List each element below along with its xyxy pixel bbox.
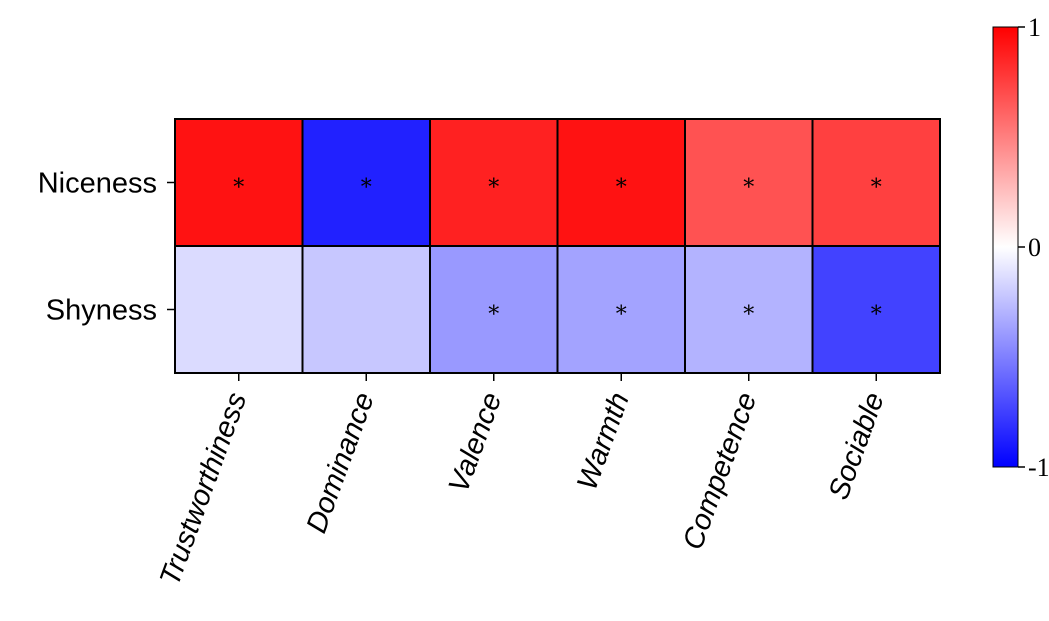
significance-star: *	[871, 303, 882, 328]
significance-star: *	[871, 176, 882, 201]
significance-star: *	[743, 303, 754, 328]
heatmap-cell	[174, 118, 304, 247]
heatmap-cell	[811, 118, 941, 247]
significance-star: *	[488, 176, 499, 201]
column-label: Sociable	[823, 388, 891, 503]
heatmap-cell	[556, 245, 686, 374]
row-label: Shyness	[46, 295, 157, 327]
heatmap-cell	[556, 118, 686, 247]
colorbar-gradient	[992, 26, 1019, 468]
colorbar-tick-label: 1	[1028, 13, 1041, 42]
significance-star: *	[488, 303, 499, 328]
significance-markers: * * * * * * * * * *	[233, 176, 882, 328]
heatmap-cell	[174, 245, 304, 374]
column-label: Competence	[677, 388, 763, 553]
column-label: Valence	[443, 388, 509, 496]
colorbar-tick-label: 0	[1028, 233, 1041, 262]
column-label: Warmth	[571, 388, 636, 494]
heatmap-cell	[811, 245, 941, 374]
row-label: Niceness	[38, 168, 157, 200]
row-axis: Niceness Shyness	[38, 168, 175, 327]
significance-star: *	[616, 176, 627, 201]
heatmap-cell	[301, 118, 431, 247]
significance-star: *	[361, 176, 372, 201]
heatmap-cells	[174, 118, 941, 374]
significance-star: *	[616, 303, 627, 328]
heatmap-cell	[301, 245, 431, 374]
significance-star: *	[743, 176, 754, 201]
column-label: Trustworthiness	[154, 388, 253, 589]
column-label: Dominance	[301, 388, 381, 537]
significance-star: *	[233, 176, 244, 201]
column-axis: Trustworthiness Dominance Valence Warmth Com…	[154, 373, 891, 590]
heatmap-cell	[429, 118, 559, 247]
colorbar-tick-label: -1	[1028, 453, 1049, 482]
colorbar: 1 0 -1	[992, 13, 1049, 482]
